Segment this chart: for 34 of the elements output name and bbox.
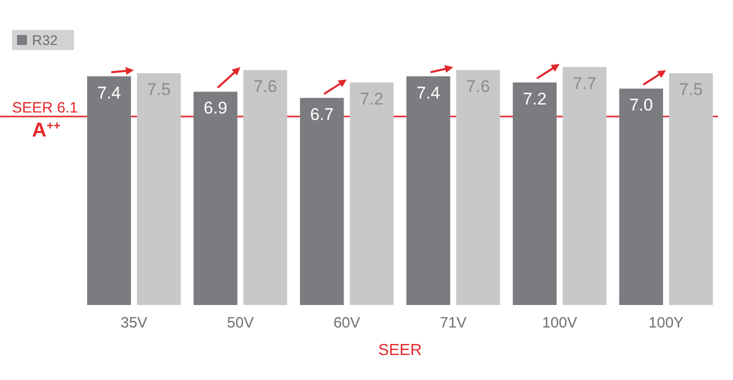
data-label: 7.4 xyxy=(97,83,121,102)
bar xyxy=(350,82,394,305)
data-label: 6.9 xyxy=(204,98,228,118)
data-label: 7.2 xyxy=(522,89,547,108)
data-label: 7.0 xyxy=(629,96,653,115)
bar xyxy=(512,82,557,305)
data-label: 6.7 xyxy=(310,104,334,124)
x-tick-label: 60V xyxy=(333,314,360,332)
bar xyxy=(669,73,713,305)
data-label: 7.6 xyxy=(466,77,490,96)
x-tick-label: 100Y xyxy=(648,314,684,332)
data-label: 7.5 xyxy=(679,80,703,100)
x-tick-label: 35V xyxy=(120,314,148,332)
bar xyxy=(243,70,288,305)
legend-label: R32 xyxy=(32,32,58,48)
data-label: 7.7 xyxy=(572,74,596,93)
bar xyxy=(456,70,500,305)
data-label: 7.4 xyxy=(416,83,440,102)
annotation: A$^{++}$ xyxy=(32,118,60,142)
bar xyxy=(562,67,606,305)
bar xyxy=(406,76,450,305)
x-axis-title: SEER xyxy=(378,342,422,359)
data-label: 7.6 xyxy=(253,77,278,96)
bar xyxy=(87,76,131,305)
bar xyxy=(300,98,344,305)
ref-line-label: SEER 6.1 xyxy=(12,99,78,116)
data-label: 7.5 xyxy=(147,80,171,100)
bar xyxy=(619,88,664,305)
x-tick-label: 100V xyxy=(542,314,578,332)
bar xyxy=(194,92,238,305)
x-tick-label: 71V xyxy=(440,314,467,332)
data-label: 7.2 xyxy=(360,89,384,108)
bar xyxy=(136,73,181,305)
x-tick-label: 50V xyxy=(227,314,254,332)
